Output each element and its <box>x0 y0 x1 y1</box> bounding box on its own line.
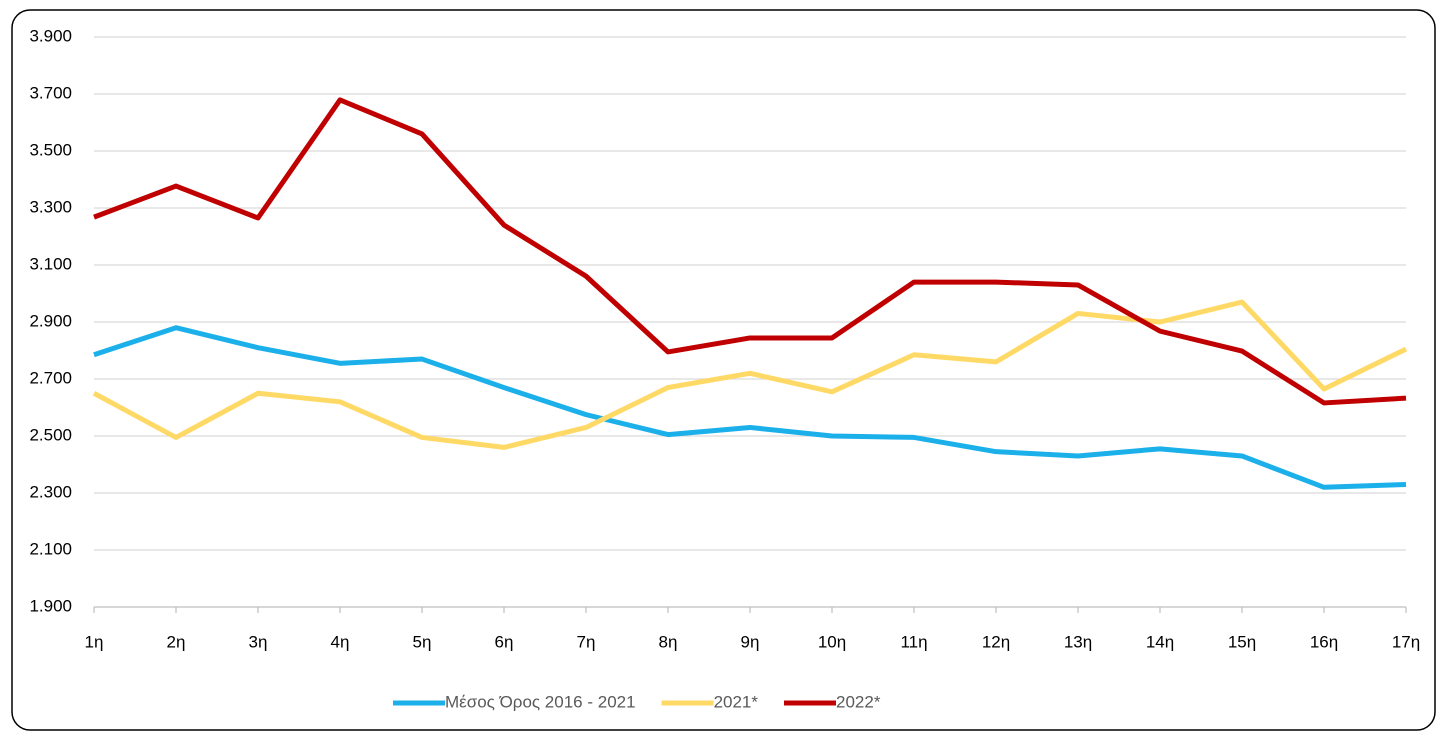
y-tick-label: 3.900 <box>29 26 72 45</box>
x-tick-label: 4η <box>331 632 350 651</box>
legend-label: Μέσος Όρος 2016 - 2021 <box>445 692 636 711</box>
y-tick-label: 3.500 <box>29 140 72 159</box>
x-tick-label: 15η <box>1228 632 1256 651</box>
series-line <box>92 299 1408 450</box>
legend-label: 2022* <box>836 692 881 711</box>
chart-frame <box>11 9 1436 731</box>
y-tick-label: 2.900 <box>29 311 72 330</box>
y-tick-label: 2.500 <box>29 425 72 444</box>
x-tick-label: 11η <box>900 632 927 651</box>
x-tick-label: 13η <box>1064 632 1092 651</box>
y-tick-label: 2.700 <box>29 368 72 387</box>
series-line <box>93 97 1407 406</box>
x-tick-label: 12η <box>982 632 1010 651</box>
x-tick-label: 8η <box>659 632 678 651</box>
x-tick-label: 7η <box>577 632 596 651</box>
legend-label: 2021* <box>714 692 759 711</box>
x-tick-label: 3η <box>249 632 268 651</box>
y-tick-label: 3.700 <box>29 83 72 102</box>
x-tick-label: 2η <box>167 632 186 651</box>
y-tick-label: 2.300 <box>29 482 72 501</box>
y-tick-label: 2.100 <box>29 539 72 558</box>
x-tick-label: 9η <box>741 632 760 651</box>
x-tick-label: 5η <box>413 632 432 651</box>
x-tick-label: 17η <box>1392 632 1420 651</box>
x-tick-label: 14η <box>1146 632 1174 651</box>
y-tick-label: 1.900 <box>29 596 72 615</box>
y-tick-label: 3.300 <box>29 197 72 216</box>
x-tick-label: 6η <box>495 632 514 651</box>
series-line <box>93 325 1407 490</box>
x-tick-label: 1η <box>85 632 104 651</box>
y-tick-label: 3.100 <box>29 254 72 273</box>
x-tick-label: 10η <box>818 632 846 651</box>
x-tick-label: 16η <box>1310 632 1338 651</box>
